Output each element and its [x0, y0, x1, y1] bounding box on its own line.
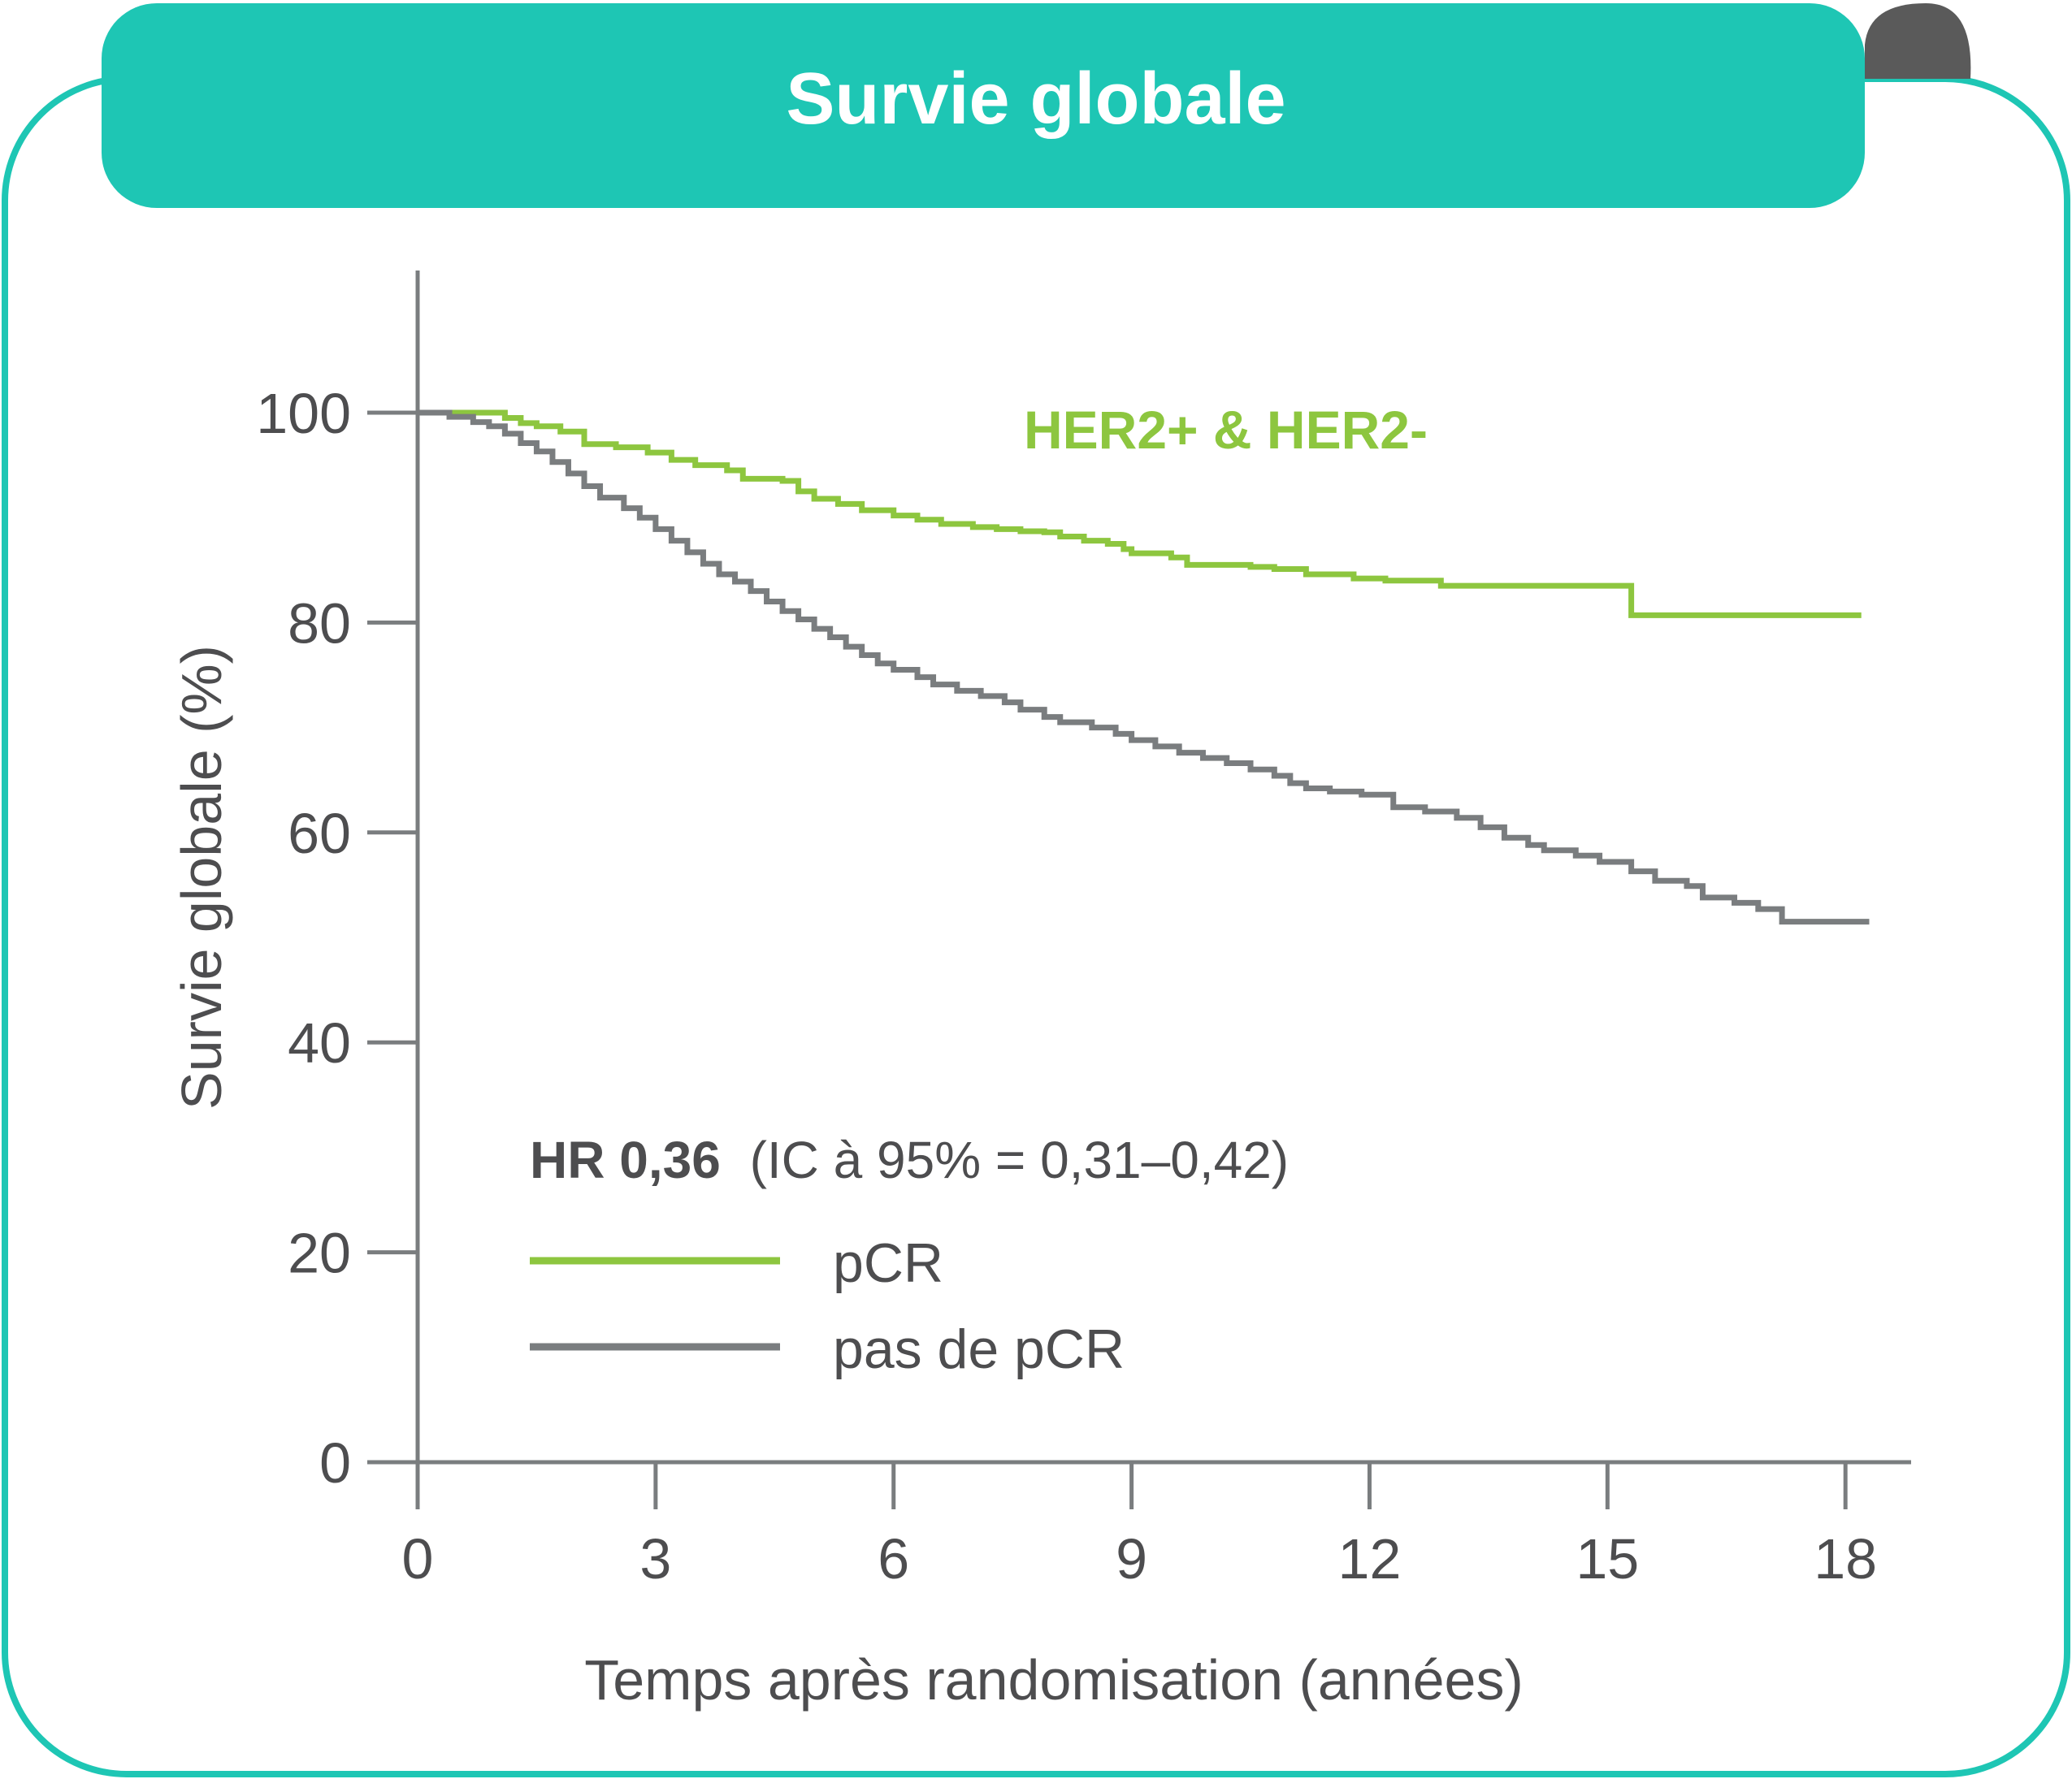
y-axis-label: Survie globale (%) — [170, 645, 233, 1110]
confidence-interval: (IC à 95% = 0,31–0,42) — [750, 1131, 1290, 1189]
y-tick-label: 40 — [288, 1011, 351, 1075]
x-tick-label: 18 — [1814, 1527, 1877, 1591]
legend-label-no-pcr: pas de pCR — [833, 1318, 1125, 1380]
chart-subtitle: HER2+ & HER2- — [1024, 400, 1428, 460]
x-tick-label: 6 — [878, 1527, 909, 1591]
x-tick-label: 9 — [1116, 1527, 1147, 1591]
legend-label-pcr: pCR — [833, 1232, 943, 1294]
legend: pCR pas de pCR — [530, 1232, 1125, 1380]
y-axis-ticks: 0 20 40 60 80 100 — [256, 382, 418, 1495]
plot-series — [418, 409, 1870, 925]
x-tick-label: 15 — [1576, 1527, 1639, 1591]
x-tick-label: 3 — [639, 1527, 671, 1591]
y-tick-label: 0 — [319, 1431, 351, 1495]
x-tick-label: 12 — [1338, 1527, 1402, 1591]
y-tick-label: 20 — [288, 1222, 351, 1285]
ribbon-fold — [1865, 3, 1971, 79]
x-tick-label: 0 — [402, 1527, 434, 1591]
hazard-ratio-annotation: HR 0,36 (IC à 95% = 0,31–0,42) — [530, 1131, 1289, 1189]
y-tick-label: 100 — [256, 382, 351, 445]
chart-axes — [367, 271, 1911, 1465]
hazard-ratio-value: HR 0,36 — [530, 1131, 721, 1189]
title-ribbon — [102, 3, 1865, 208]
y-tick-label: 60 — [288, 802, 351, 865]
series-line-no-pcr — [418, 409, 1870, 925]
x-axis-ticks: 0 3 6 9 12 15 18 — [402, 1462, 1877, 1591]
card-border — [2, 76, 2070, 1777]
x-axis-label: Temps après randomisation (années) — [584, 1648, 1524, 1712]
y-tick-label: 80 — [288, 591, 351, 655]
page-title: Survie globale — [786, 58, 1285, 140]
series-line-pcr — [418, 409, 1862, 618]
